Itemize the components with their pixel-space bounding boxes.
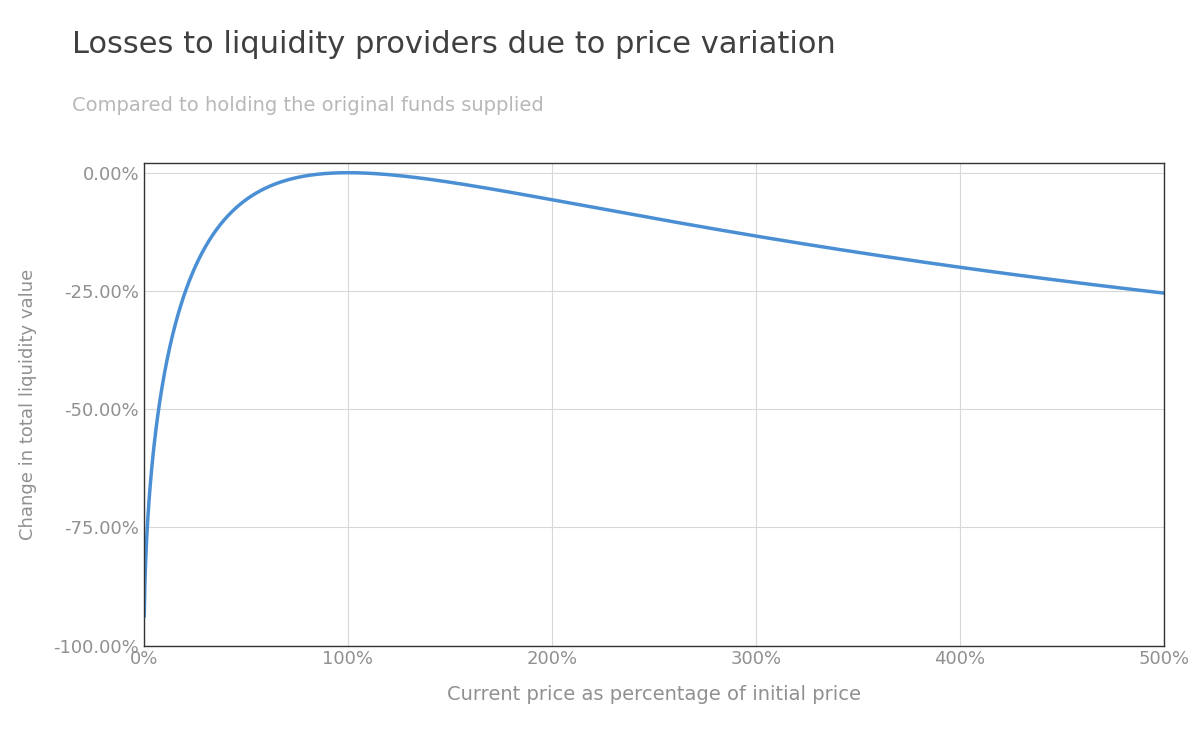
Y-axis label: Change in total liquidity value: Change in total liquidity value <box>19 269 37 540</box>
Text: Losses to liquidity providers due to price variation: Losses to liquidity providers due to pri… <box>72 30 835 59</box>
Text: Compared to holding the original funds supplied: Compared to holding the original funds s… <box>72 96 544 116</box>
X-axis label: Current price as percentage of initial price: Current price as percentage of initial p… <box>446 685 862 704</box>
